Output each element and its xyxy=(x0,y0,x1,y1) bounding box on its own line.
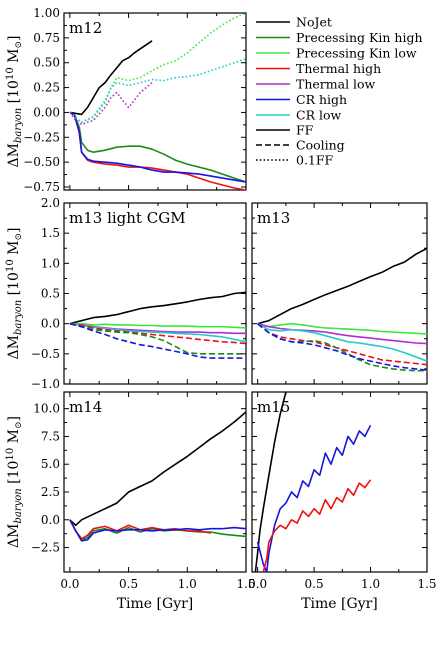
series-line-nojet-solid xyxy=(69,40,153,116)
y-tick-label: 5.0 xyxy=(41,457,60,471)
panel-label: m13 light CGM xyxy=(69,209,186,227)
series-line-thermal-low-solid xyxy=(257,322,427,345)
panel-frame xyxy=(63,202,247,385)
plot-area-4 xyxy=(254,392,372,572)
y-tick-label: 0.50 xyxy=(33,56,60,70)
legend-style-entry: 0.1FF xyxy=(296,153,334,168)
y-tick-label: −1.0 xyxy=(31,377,60,391)
y-tick-label: 2.5 xyxy=(41,485,60,499)
series-line-cr-high-dashed xyxy=(69,322,246,359)
x-tick-label: 1.0 xyxy=(178,577,197,591)
y-tick-label: −0.50 xyxy=(23,155,60,169)
series-line-thermal-high-solid xyxy=(69,519,211,540)
x-tick-label: 1.5 xyxy=(236,577,255,591)
series-line-cr-high-solid xyxy=(69,111,246,183)
x-tick-label: 0.0 xyxy=(60,577,79,591)
y-tick-label: −0.25 xyxy=(23,130,60,144)
x-tick-label: 0.5 xyxy=(119,577,138,591)
legend-entry: Precessing Kin high xyxy=(296,30,423,45)
legend-entry: CR high xyxy=(296,92,347,107)
series-line-cr-low-solid xyxy=(257,322,427,362)
panel-label: m15 xyxy=(257,398,290,416)
series-line-thermal-high-dashed xyxy=(69,322,246,345)
series-line-nojet-solid xyxy=(254,392,287,572)
legend-entry: Thermal high xyxy=(296,61,381,76)
y-tick-label: 0.25 xyxy=(33,81,60,95)
y-tick-label: 1.00 xyxy=(33,6,60,20)
panel-frame xyxy=(251,391,428,573)
y-tick-label: 2.0 xyxy=(41,196,60,210)
x-tick-label: 1.5 xyxy=(417,577,436,591)
panel-frame xyxy=(63,391,247,573)
series-line-precessing-kin-high-solid xyxy=(69,111,246,183)
y-axis-label: ΔMbaryon [1010 M⊙] xyxy=(5,228,24,360)
series-line-nojet-solid xyxy=(69,291,246,325)
series-line-nojet-solid xyxy=(69,411,246,527)
series-line-precessing-kin-low-solid xyxy=(257,322,427,335)
y-tick-label: 0.5 xyxy=(41,287,60,301)
series-line-thermal-high-solid xyxy=(262,479,372,572)
x-tick-label: 0.5 xyxy=(305,577,324,591)
series-line-thermal-low-dotted xyxy=(69,81,153,126)
y-tick-label: 1.5 xyxy=(41,226,60,240)
plot-area-2 xyxy=(257,247,427,372)
series-line-nojet-solid xyxy=(257,247,427,325)
x-tick-label: 1.0 xyxy=(361,577,380,591)
y-axis-label: ΔMbaryon [1010 M⊙] xyxy=(5,36,24,168)
panel-frame xyxy=(63,12,247,191)
legend-entry: CR low xyxy=(296,108,341,123)
x-axis-label: Time [Gyr] xyxy=(117,596,194,612)
legend-style-entry: Cooling xyxy=(296,138,345,153)
series-line-cr-low-dotted xyxy=(69,57,246,124)
plot-area-0 xyxy=(69,13,246,190)
y-tick-label: −2.5 xyxy=(31,541,60,555)
series-line-cr-high-solid xyxy=(69,519,246,542)
series-line-precessing-kin-high-dashed xyxy=(257,323,427,372)
panel-label: m14 xyxy=(69,398,102,416)
y-tick-label: 0.0 xyxy=(41,513,60,527)
y-axis-label: ΔMbaryon [1010 M⊙] xyxy=(5,416,24,548)
y-tick-label: −0.75 xyxy=(23,180,60,194)
legend-entry: Thermal low xyxy=(296,77,376,92)
y-tick-label: 0.0 xyxy=(41,317,60,331)
series-line-cr-low-solid xyxy=(69,322,246,343)
y-tick-label: 10.0 xyxy=(33,402,60,416)
plot-area-1 xyxy=(69,291,246,359)
y-tick-label: 7.5 xyxy=(41,429,60,443)
panel-frame xyxy=(251,202,428,385)
legend-entry: NoJet xyxy=(296,15,332,30)
y-tick-label: −0.5 xyxy=(31,347,60,361)
x-axis-label: Time [Gyr] xyxy=(301,596,378,612)
y-tick-label: 1.0 xyxy=(41,256,60,270)
legend-style-entry: FF xyxy=(296,123,314,138)
series-line-cr-high-dashed xyxy=(257,323,427,371)
y-tick-label: 0.00 xyxy=(33,105,60,119)
plot-area-3 xyxy=(69,411,246,542)
series-line-precessing-kin-low-solid xyxy=(69,322,246,329)
panel-label: m12 xyxy=(69,19,102,37)
series-line-thermal-high-dashed xyxy=(257,323,427,366)
x-tick-label: 0.0 xyxy=(248,577,267,591)
y-tick-label: 0.75 xyxy=(33,31,60,45)
legend-entry: Precessing Kin low xyxy=(296,46,417,61)
panel-label: m13 xyxy=(257,209,290,227)
series-line-precessing-kin-high-dashed xyxy=(69,322,246,355)
series-line-cr-high-solid xyxy=(256,424,372,572)
